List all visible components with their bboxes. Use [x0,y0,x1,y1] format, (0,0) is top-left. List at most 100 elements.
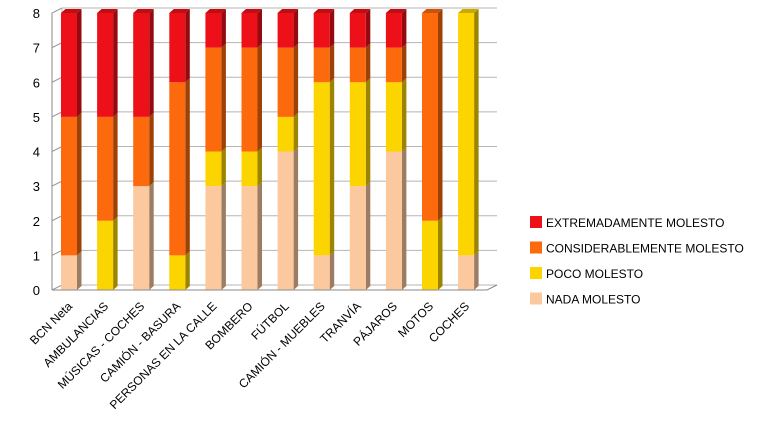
bar-segment [97,116,114,221]
bar-side [438,216,443,290]
bar-top [133,9,154,13]
bar-side [401,9,407,48]
bar-segment [61,116,77,256]
gridline-depth [51,249,63,256]
bar-side [113,9,118,117]
bar-segment [349,82,366,187]
bar-segment [277,47,294,117]
bar-side [401,147,407,290]
bar-side [77,251,82,290]
bar-side [365,9,371,48]
bar-side [401,78,407,152]
bar-segment [97,13,114,117]
gridline-depth [51,76,63,83]
bar-segment [241,186,258,290]
bar-side [77,9,82,117]
bar-segment [313,47,330,83]
legend-label: POCO MOLESTO [546,267,643,281]
bar-side [329,251,335,290]
bar-side [221,147,226,187]
bar-side [257,9,262,48]
legend-label: CONSIDERABLEMENTE MOLESTO [546,242,744,256]
bar-segment [205,13,222,48]
bar-segment [422,220,438,290]
bar-top [97,9,118,13]
bar-side [257,147,262,187]
bar-segment [241,13,258,48]
bar-side [293,43,299,117]
bar-segment [133,116,150,187]
legend-label: EXTREMADAMENTE MOLESTO [546,216,724,230]
bar-segment [97,220,114,290]
legend-label: NADA MOLESTO [546,293,640,307]
gridline-depth [51,284,63,291]
bar-segment [133,13,150,117]
bar-segment [205,47,222,152]
bar-segment [385,82,402,152]
bar-side [149,182,154,290]
bar-segment [313,255,330,290]
bar-side [293,9,299,48]
bar-segment [133,186,150,290]
bar-side [185,9,190,83]
legend: EXTREMADAMENTE MOLESTO CONSIDERABLEMENTE … [530,216,744,307]
y-tick-label: 1 [33,248,40,263]
bar-side [113,216,118,290]
bar-segment [241,151,258,187]
bar-segment [277,116,294,152]
bar-top [422,9,443,13]
bar-side [365,78,371,187]
bar-segment [205,186,222,290]
y-tick-label: 3 [33,179,40,194]
bar-side [257,43,262,152]
bar-segment [313,82,330,256]
bar-side [149,112,154,187]
bar-side [401,43,407,83]
bar-segment [277,151,294,290]
y-tick-label: 2 [33,214,40,229]
bar-top [313,9,335,13]
bar-side [365,182,371,290]
legend-swatch [530,292,542,305]
bar-top [458,9,479,13]
legend-entry: NADA MOLESTO [530,292,640,307]
bar-segment [458,255,475,290]
bar-segment [349,13,366,48]
y-axis: 0 1 2 3 4 5 6 7 8 [33,6,63,298]
bar-side [185,78,190,256]
bar-top [241,9,262,13]
bar-segment [349,186,366,290]
bar-segment [169,255,186,290]
bar-side [293,147,299,290]
bar-segment [61,13,77,117]
bar-side [329,9,335,48]
bar-side [113,112,118,221]
bar-side [293,112,299,152]
bar-segment [385,13,402,48]
bar-top [169,9,190,13]
bar-segment [385,151,402,290]
gridline-depth [51,42,63,49]
y-tick-label: 7 [33,41,40,56]
bar-segment [385,47,402,83]
legend-entry: EXTREMADAMENTE MOLESTO [530,216,724,230]
gridline-depth [51,215,63,222]
legend-swatch [530,241,542,254]
gridline-depth [51,146,63,152]
bar-segment [458,13,475,256]
bar-side [329,78,335,256]
bar-top [385,9,407,13]
bar-side [221,43,226,152]
bar-side [438,9,443,221]
bar-side [221,9,226,48]
x-tick-label: AMBULANCIAS [40,299,111,370]
bar-side [185,251,190,290]
legend-swatch [530,216,542,228]
bar-segment [422,13,438,221]
y-tick-label: 6 [33,75,40,90]
bar-segment [169,82,186,256]
bar-segment [169,13,186,83]
y-tick-label: 8 [33,6,40,21]
y-tick-label: 0 [33,283,40,298]
